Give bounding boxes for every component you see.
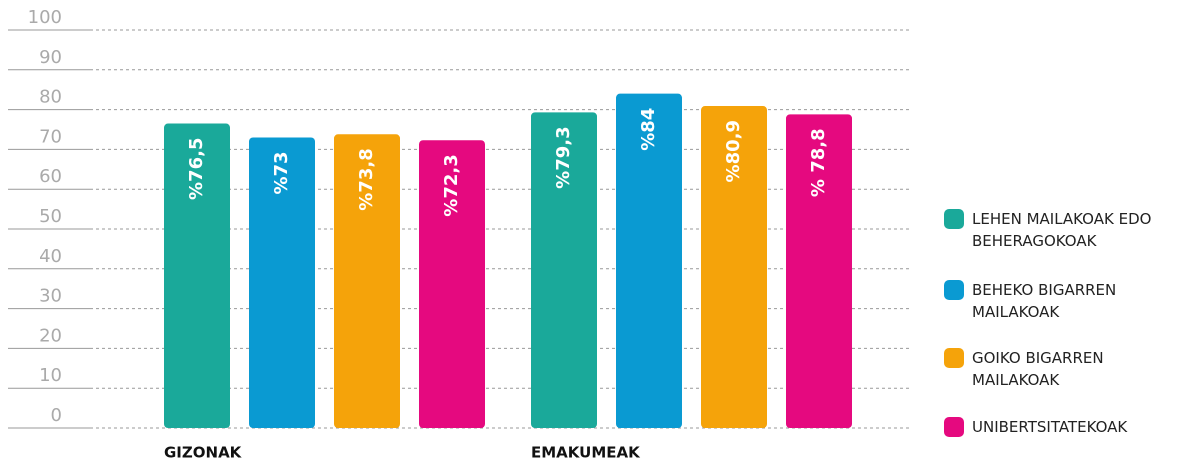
legend-label: GOIKO BIGARREN MAILAKOAK (972, 349, 1104, 389)
legend-swatch (944, 417, 964, 437)
bar (531, 112, 597, 429)
x-tick-label: EMAKUMEAK (531, 444, 641, 462)
legend-swatch (944, 209, 964, 229)
bar (334, 134, 400, 428)
y-tick-label: 10 (39, 365, 62, 386)
legend-swatch (944, 348, 964, 368)
legend-label: BEHEKO BIGARREN MAILAKOAK (972, 281, 1117, 321)
y-tick-label: 90 (39, 47, 62, 68)
y-tick-label: 30 (39, 286, 62, 307)
value-label: %80,9 (723, 120, 744, 182)
x-tick-label: GIZONAK (164, 444, 243, 462)
value-label: %84 (638, 108, 659, 151)
legend-item: LEHEN MAILAKOAK EDO BEHERAGOKOAK (944, 208, 1162, 252)
legend-swatch (944, 280, 964, 300)
value-label: %73 (271, 151, 292, 194)
y-tick-label: 20 (39, 325, 62, 346)
value-label: % 78,8 (808, 128, 829, 197)
legend-label: UNIBERTSITATEKOAK (972, 418, 1128, 436)
y-tick-label: 50 (39, 206, 62, 227)
y-tick-label: 80 (39, 87, 62, 108)
legend-item: BEHEKO BIGARREN MAILAKOAK (944, 279, 1162, 323)
y-tick-label: 0 (51, 405, 62, 426)
bar (616, 93, 682, 429)
y-tick-label: 100 (28, 7, 62, 28)
y-tick-label: 40 (39, 246, 62, 267)
value-label: %73,8 (356, 148, 377, 210)
bar (249, 137, 315, 428)
bar (786, 114, 852, 428)
legend-item: GOIKO BIGARREN MAILAKOAK (944, 347, 1162, 391)
legend-item: UNIBERTSITATEKOAK (944, 416, 1162, 438)
y-tick-label: 60 (39, 166, 62, 187)
y-tick-label: 70 (39, 126, 62, 147)
bar (164, 123, 230, 428)
bar (419, 140, 485, 428)
value-label: %79,3 (553, 126, 574, 188)
value-label: %72,3 (441, 154, 462, 216)
bar (701, 106, 767, 428)
legend-label: LEHEN MAILAKOAK EDO BEHERAGOKOAK (972, 210, 1152, 250)
value-label: %76,5 (186, 138, 207, 200)
